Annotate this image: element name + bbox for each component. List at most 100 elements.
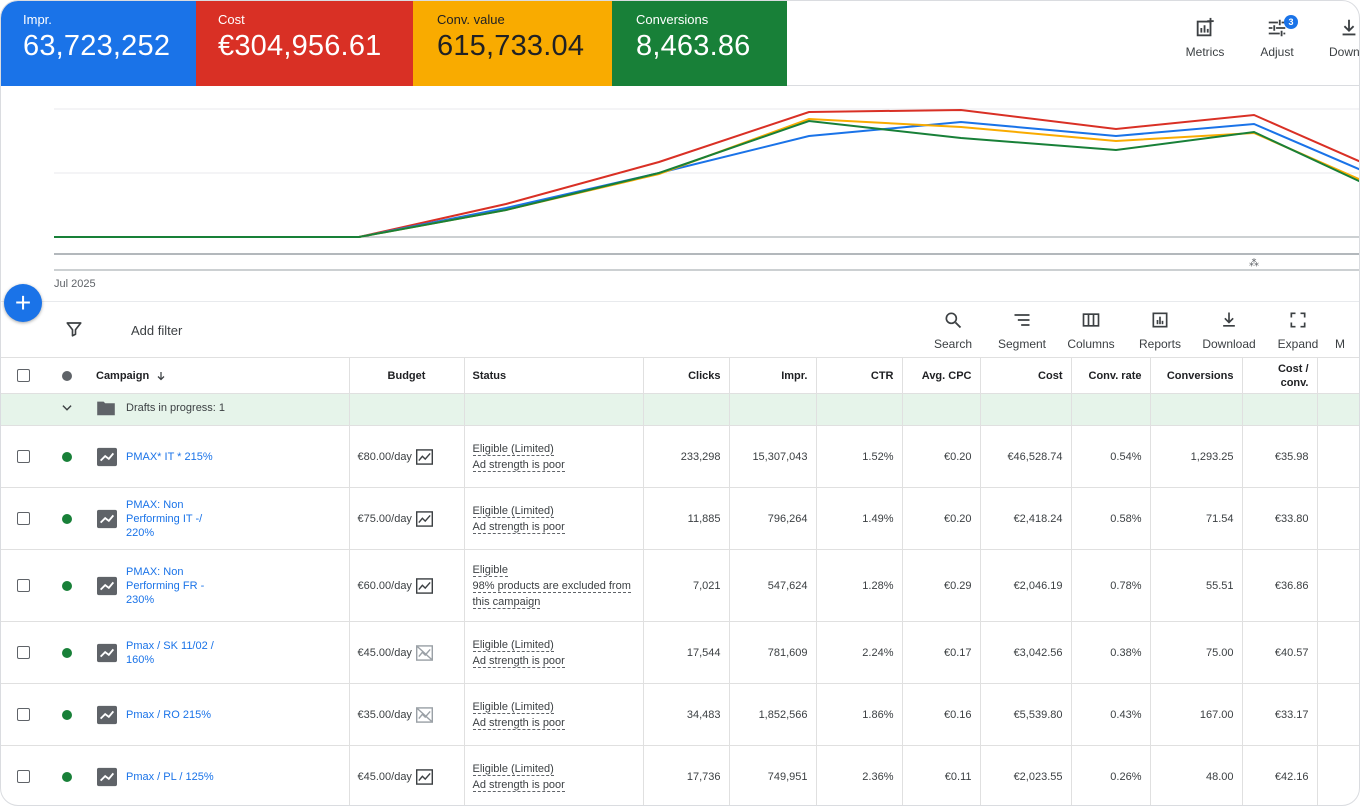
status-text[interactable]: Eligible <box>472 563 508 577</box>
scorecard-conv-value[interactable]: Conv. value 615,733.04 <box>413 1 612 86</box>
scorecard-impressions[interactable]: Impr. 63,723,252 <box>1 1 196 86</box>
adjust-button[interactable]: 3 Adjust <box>1241 15 1313 59</box>
campaign-type-icon <box>97 509 117 528</box>
search-button[interactable]: Search <box>921 310 985 351</box>
budget-chart-icon[interactable] <box>415 448 433 465</box>
table-row[interactable]: PMAX* IT * 215% €80.00/day Eligible (Lim… <box>1 425 1359 488</box>
table-row[interactable]: Pmax / SK 11/02 /160% €45.00/day Eligibl… <box>1 621 1359 684</box>
status-cell: Eligible (Limited) Ad strength is poor <box>464 683 644 746</box>
status-text[interactable]: Eligible (Limited) <box>472 700 554 714</box>
adjust-label: Adjust <box>1260 45 1294 59</box>
status-dot <box>62 451 72 462</box>
adjust-badge: 3 <box>1284 15 1298 29</box>
clicks-cell: 17,544 <box>643 621 730 684</box>
reports-button[interactable]: Reports <box>1128 310 1192 351</box>
clicks-cell: 34,483 <box>643 683 730 746</box>
expand-icon <box>1290 312 1306 328</box>
ctr-cell: 2.36% <box>816 745 903 805</box>
conversions-cell: 71.54 <box>1150 487 1243 550</box>
status-detail[interactable]: Ad strength is poor <box>472 458 565 472</box>
status-text[interactable]: Eligible (Limited) <box>472 638 554 652</box>
row-checkbox[interactable] <box>17 512 30 525</box>
search-label: Search <box>933 337 973 351</box>
metrics-button[interactable]: Metrics <box>1169 17 1241 59</box>
row-checkbox[interactable] <box>17 646 30 659</box>
column-header-conv-rate[interactable]: Conv. rate <box>1071 357 1151 394</box>
scorecard-value: 615,733.04 <box>437 30 585 62</box>
avg-cpc-cell: €0.20 <box>902 425 981 488</box>
status-detail[interactable]: 98% products are excluded from <box>472 579 631 593</box>
column-header-avg-cpc[interactable]: Avg. CPC <box>902 357 981 394</box>
status-detail[interactable]: Ad strength is poor <box>472 778 565 792</box>
column-header-conversions[interactable]: Conversions <box>1150 357 1243 394</box>
download-chart-button[interactable]: Downlo <box>1313 17 1360 59</box>
chevron-down-icon[interactable] <box>60 401 74 415</box>
clicks-cell: 11,885 <box>643 487 730 550</box>
status-cell: Eligible 98% products are excluded from … <box>464 549 644 622</box>
column-header-status[interactable]: Status <box>464 357 644 394</box>
column-header-campaign[interactable]: Campaign <box>88 357 350 394</box>
budget-chart-icon[interactable] <box>415 510 433 527</box>
reports-icon <box>1152 312 1168 328</box>
status-detail[interactable]: this campaign <box>472 595 541 609</box>
impr-cell: 15,307,043 <box>729 425 817 488</box>
column-header-cost[interactable]: Cost <box>980 357 1072 394</box>
select-all-checkbox[interactable] <box>17 369 30 382</box>
row-checkbox[interactable] <box>17 708 30 721</box>
arrow-down-icon <box>157 371 165 380</box>
download-button[interactable]: Download <box>1197 310 1261 351</box>
segment-button[interactable]: Segment <box>990 310 1054 351</box>
scorecard-cost[interactable]: Cost €304,956.61 <box>196 1 413 86</box>
conversions-cell: 1,293.25 <box>1150 425 1243 488</box>
series-line-conversions <box>54 119 1359 238</box>
download-label: Downlo <box>1328 45 1360 59</box>
campaign-link[interactable]: Pmax / PL / 125% <box>126 770 214 783</box>
status-text[interactable]: Eligible (Limited) <box>472 504 554 518</box>
row-checkbox[interactable] <box>17 770 30 783</box>
column-header-cost-per-conv[interactable]: Cost / conv. <box>1242 357 1318 394</box>
campaign-link[interactable]: PMAX: Non Performing FR -230% <box>126 565 205 606</box>
campaign-link[interactable]: PMAX: Non Performing IT -/220% <box>126 498 203 539</box>
folder-icon <box>97 401 115 416</box>
series-line-cost <box>54 108 1359 238</box>
columns-button[interactable]: Columns <box>1059 310 1123 351</box>
status-text[interactable]: Eligible (Limited) <box>472 762 554 776</box>
column-header-ctr[interactable]: CTR <box>816 357 903 394</box>
scorecard-conversions[interactable]: Conversions 8,463.86 <box>612 1 787 86</box>
drafts-row[interactable]: Drafts in progress: 1 <box>1 393 1359 426</box>
campaign-link[interactable]: Pmax / SK 11/02 /160% <box>126 639 214 666</box>
column-header-clicks[interactable]: Clicks <box>643 357 730 394</box>
status-detail[interactable]: Ad strength is poor <box>472 716 565 730</box>
table-row[interactable]: Pmax / PL / 125% €45.00/day Eligible (Li… <box>1 745 1359 805</box>
budget-chart-icon[interactable] <box>415 577 433 594</box>
metrics-icon <box>1196 17 1214 37</box>
table-row[interactable]: Pmax / RO 215% €35.00/day Eligible (Limi… <box>1 683 1359 746</box>
status-text[interactable]: Eligible (Limited) <box>472 442 554 456</box>
status-dot <box>62 647 72 658</box>
row-checkbox[interactable] <box>17 579 30 592</box>
campaign-link[interactable]: Pmax / RO 215% <box>126 708 211 721</box>
column-header-budget[interactable]: Budget <box>349 357 465 394</box>
status-dot <box>62 513 72 524</box>
budget-chart-icon[interactable] <box>415 644 433 661</box>
add-button[interactable]: + <box>4 284 42 322</box>
budget-chart-icon[interactable] <box>415 706 433 723</box>
campaign-link[interactable]: PMAX* IT * 215% <box>126 450 213 463</box>
cost-per-conv-cell: €33.80 <box>1242 487 1318 550</box>
status-cell: Eligible (Limited) Ad strength is poor <box>464 425 644 488</box>
filter-icon[interactable] <box>65 320 83 338</box>
status-cell: Eligible (Limited) Ad strength is poor <box>464 487 644 550</box>
status-detail[interactable]: Ad strength is poor <box>472 520 565 534</box>
column-header-impr[interactable]: Impr. <box>729 357 817 394</box>
add-filter-button[interactable]: Add filter <box>131 323 183 338</box>
budget-chart-icon[interactable] <box>415 768 433 785</box>
table-row[interactable]: PMAX: Non Performing FR -230% €60.00/day … <box>1 549 1359 622</box>
plus-icon: + <box>14 287 32 318</box>
chart-handle-icon[interactable]: ⁂ <box>1249 257 1259 269</box>
cost-cell: €2,023.55 <box>980 745 1072 805</box>
table-row[interactable]: PMAX: Non Performing IT -/220% €75.00/day… <box>1 487 1359 550</box>
expand-button[interactable]: Expand <box>1266 310 1330 351</box>
status-detail[interactable]: Ad strength is poor <box>472 654 565 668</box>
more-button[interactable]: M <box>1335 310 1359 351</box>
row-checkbox[interactable] <box>17 450 30 463</box>
